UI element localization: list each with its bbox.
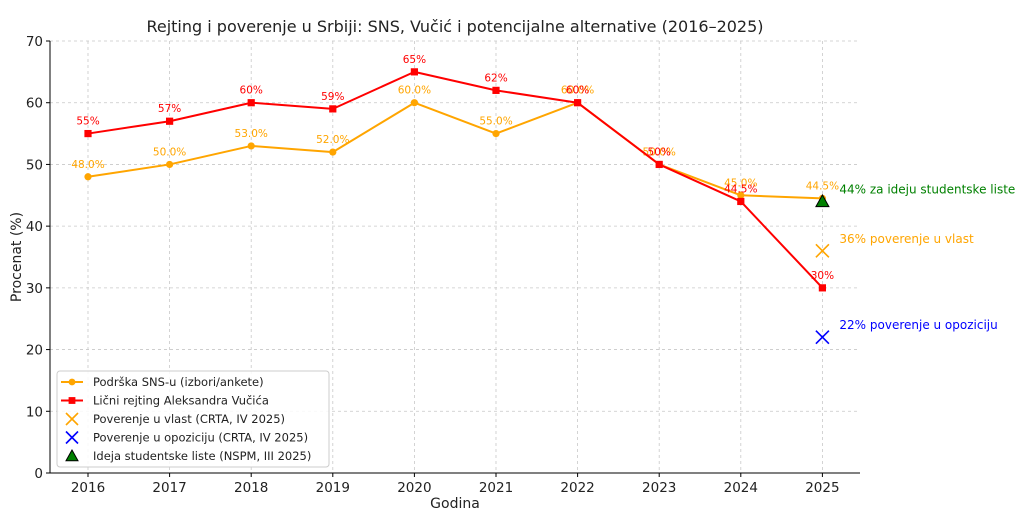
point-annotation: 36% poverenje u vlast: [839, 232, 974, 246]
series-point: [737, 197, 745, 206]
legend: Podrška SNS-u (izbori/ankete) Lični rejti…: [56, 370, 330, 468]
x-tick-label: 2020: [397, 480, 431, 496]
series-point: [166, 160, 174, 169]
gridlines: [50, 40, 860, 473]
data-label: 55.0%: [479, 116, 512, 128]
x-tick-label: 2019: [316, 480, 350, 496]
legend-marker: [68, 397, 76, 404]
x-tick-label: 2018: [234, 480, 268, 496]
series-line: [87, 70, 824, 289]
series-point: [247, 142, 255, 150]
legend-marker: [65, 412, 79, 426]
data-label: 44.5%: [724, 183, 757, 195]
point-0: 36% poverenje u vlast: [815, 232, 974, 258]
data-label: 48.0%: [71, 159, 104, 171]
series-point: [247, 99, 255, 107]
series-point: [329, 105, 337, 113]
chart-title: Rejting i poverenje u Srbiji: SNS, Vučić…: [146, 17, 763, 36]
annotations: 36% poverenje u vlast 22% poverenje u opo…: [815, 182, 1015, 345]
legend-item: Ideja studentske liste (NSPM, III 2025): [65, 448, 311, 463]
legend-item: Podrška SNS-u (izbori/ankete): [61, 375, 264, 389]
series-0: 48.0% 50.0% 53.0% 52.0% 60.0% 55.0% 60.0% 50.0%…: [71, 85, 839, 202]
x-tick-label: 2023: [642, 480, 676, 496]
data-label: 60%: [566, 85, 589, 97]
y-tick-label: 40: [26, 219, 43, 235]
y-tick-label: 20: [26, 343, 43, 359]
y-tick-label: 50: [26, 157, 43, 173]
legend-marker-stroke: [65, 412, 79, 426]
data-label: 60.0%: [398, 85, 431, 97]
legend-item: Poverenje u vlast (CRTA, IV 2025): [65, 412, 285, 426]
x-tick-label: 2017: [152, 480, 186, 496]
x-marker: [815, 330, 830, 345]
series-1: 55% 57% 60% 59% 65% 62% 60% 50% 44.5% 30%: [76, 54, 834, 292]
data-label: 45.0%: [724, 177, 757, 189]
legend-label: Podrška SNS-u (izbori/ankete): [93, 375, 264, 389]
data-label: 53.0%: [235, 128, 268, 140]
data-label: 55%: [76, 116, 99, 128]
x-axis-title: Godina: [430, 496, 480, 512]
x-tick-label: 2024: [724, 480, 758, 496]
plot-area: 48.0% 50.0% 53.0% 52.0% 60.0% 55.0% 60.0% 50.0%…: [71, 54, 839, 292]
series-point: [84, 129, 92, 138]
data-label: 44.5%: [806, 180, 839, 192]
axes: 0 10 20 30 40 50 60 70 2016 2017 2018 2019 2020 2021 2…: [26, 34, 860, 496]
series-point: [655, 160, 663, 169]
x-tick-label: 2025: [805, 480, 839, 496]
series-point: [492, 86, 500, 94]
legend-label: Ideja studentske liste (NSPM, III 2025): [93, 449, 311, 463]
data-label: 50%: [648, 146, 671, 158]
x-marker-stroke: [815, 330, 830, 345]
data-label: 30%: [811, 270, 834, 282]
series-point: [166, 117, 174, 125]
legend-marker: [68, 378, 76, 386]
y-tick-label: 10: [26, 404, 43, 420]
legend-item: Lični rejting Aleksandra Vučića: [61, 394, 269, 408]
legend-label: Poverenje u opoziciju (CRTA, IV 2025): [93, 431, 308, 445]
point-2: 44% za ideju studentske liste: [815, 182, 1015, 208]
y-tick-label: 0: [34, 466, 43, 482]
series-point: [410, 99, 418, 107]
legend-label: Lični rejting Aleksandra Vučića: [93, 394, 269, 408]
point-annotation: 44% za ideju studentske liste: [839, 182, 1015, 196]
series-line: [87, 101, 823, 200]
data-label: 52.0%: [316, 134, 349, 146]
data-label: 50.0%: [153, 146, 186, 158]
x-tick-label: 2021: [479, 480, 513, 496]
point-1: 22% poverenje u opoziciju: [815, 318, 998, 345]
series-point: [410, 68, 418, 76]
x-tick-label: 2022: [560, 480, 594, 496]
x-tick-label: 2016: [71, 480, 105, 496]
series-point: [492, 129, 500, 138]
data-label: 60.0%: [561, 85, 594, 97]
series-point: [574, 99, 582, 107]
series-point: [329, 148, 337, 156]
x-marker-stroke: [815, 243, 830, 258]
legend-marker: [65, 448, 79, 462]
legend-label: Poverenje u vlast (CRTA, IV 2025): [93, 412, 285, 426]
legend-item: Poverenje u opoziciju (CRTA, IV 2025): [65, 430, 308, 445]
y-axis-title: Procenat (%): [9, 212, 25, 302]
data-label: 62%: [484, 72, 507, 84]
series-point: [84, 173, 92, 181]
data-label: 57%: [158, 103, 181, 115]
series-point: [737, 191, 745, 199]
point-annotation: 22% poverenje u opoziciju: [839, 318, 997, 332]
x-marker: [815, 243, 830, 258]
y-tick-label: 70: [26, 34, 43, 50]
data-label: 50.0%: [643, 146, 676, 158]
legend-marker: [65, 430, 79, 445]
y-tick-label: 60: [26, 96, 43, 112]
legend-box: [56, 370, 330, 468]
data-label: 60%: [240, 85, 263, 97]
legend-marker-stroke: [65, 430, 79, 445]
y-tick-label: 30: [26, 281, 43, 297]
triangle-marker: [815, 193, 830, 208]
series-point: [818, 284, 826, 292]
data-label: 65%: [403, 54, 426, 66]
data-label: 59%: [321, 91, 344, 103]
